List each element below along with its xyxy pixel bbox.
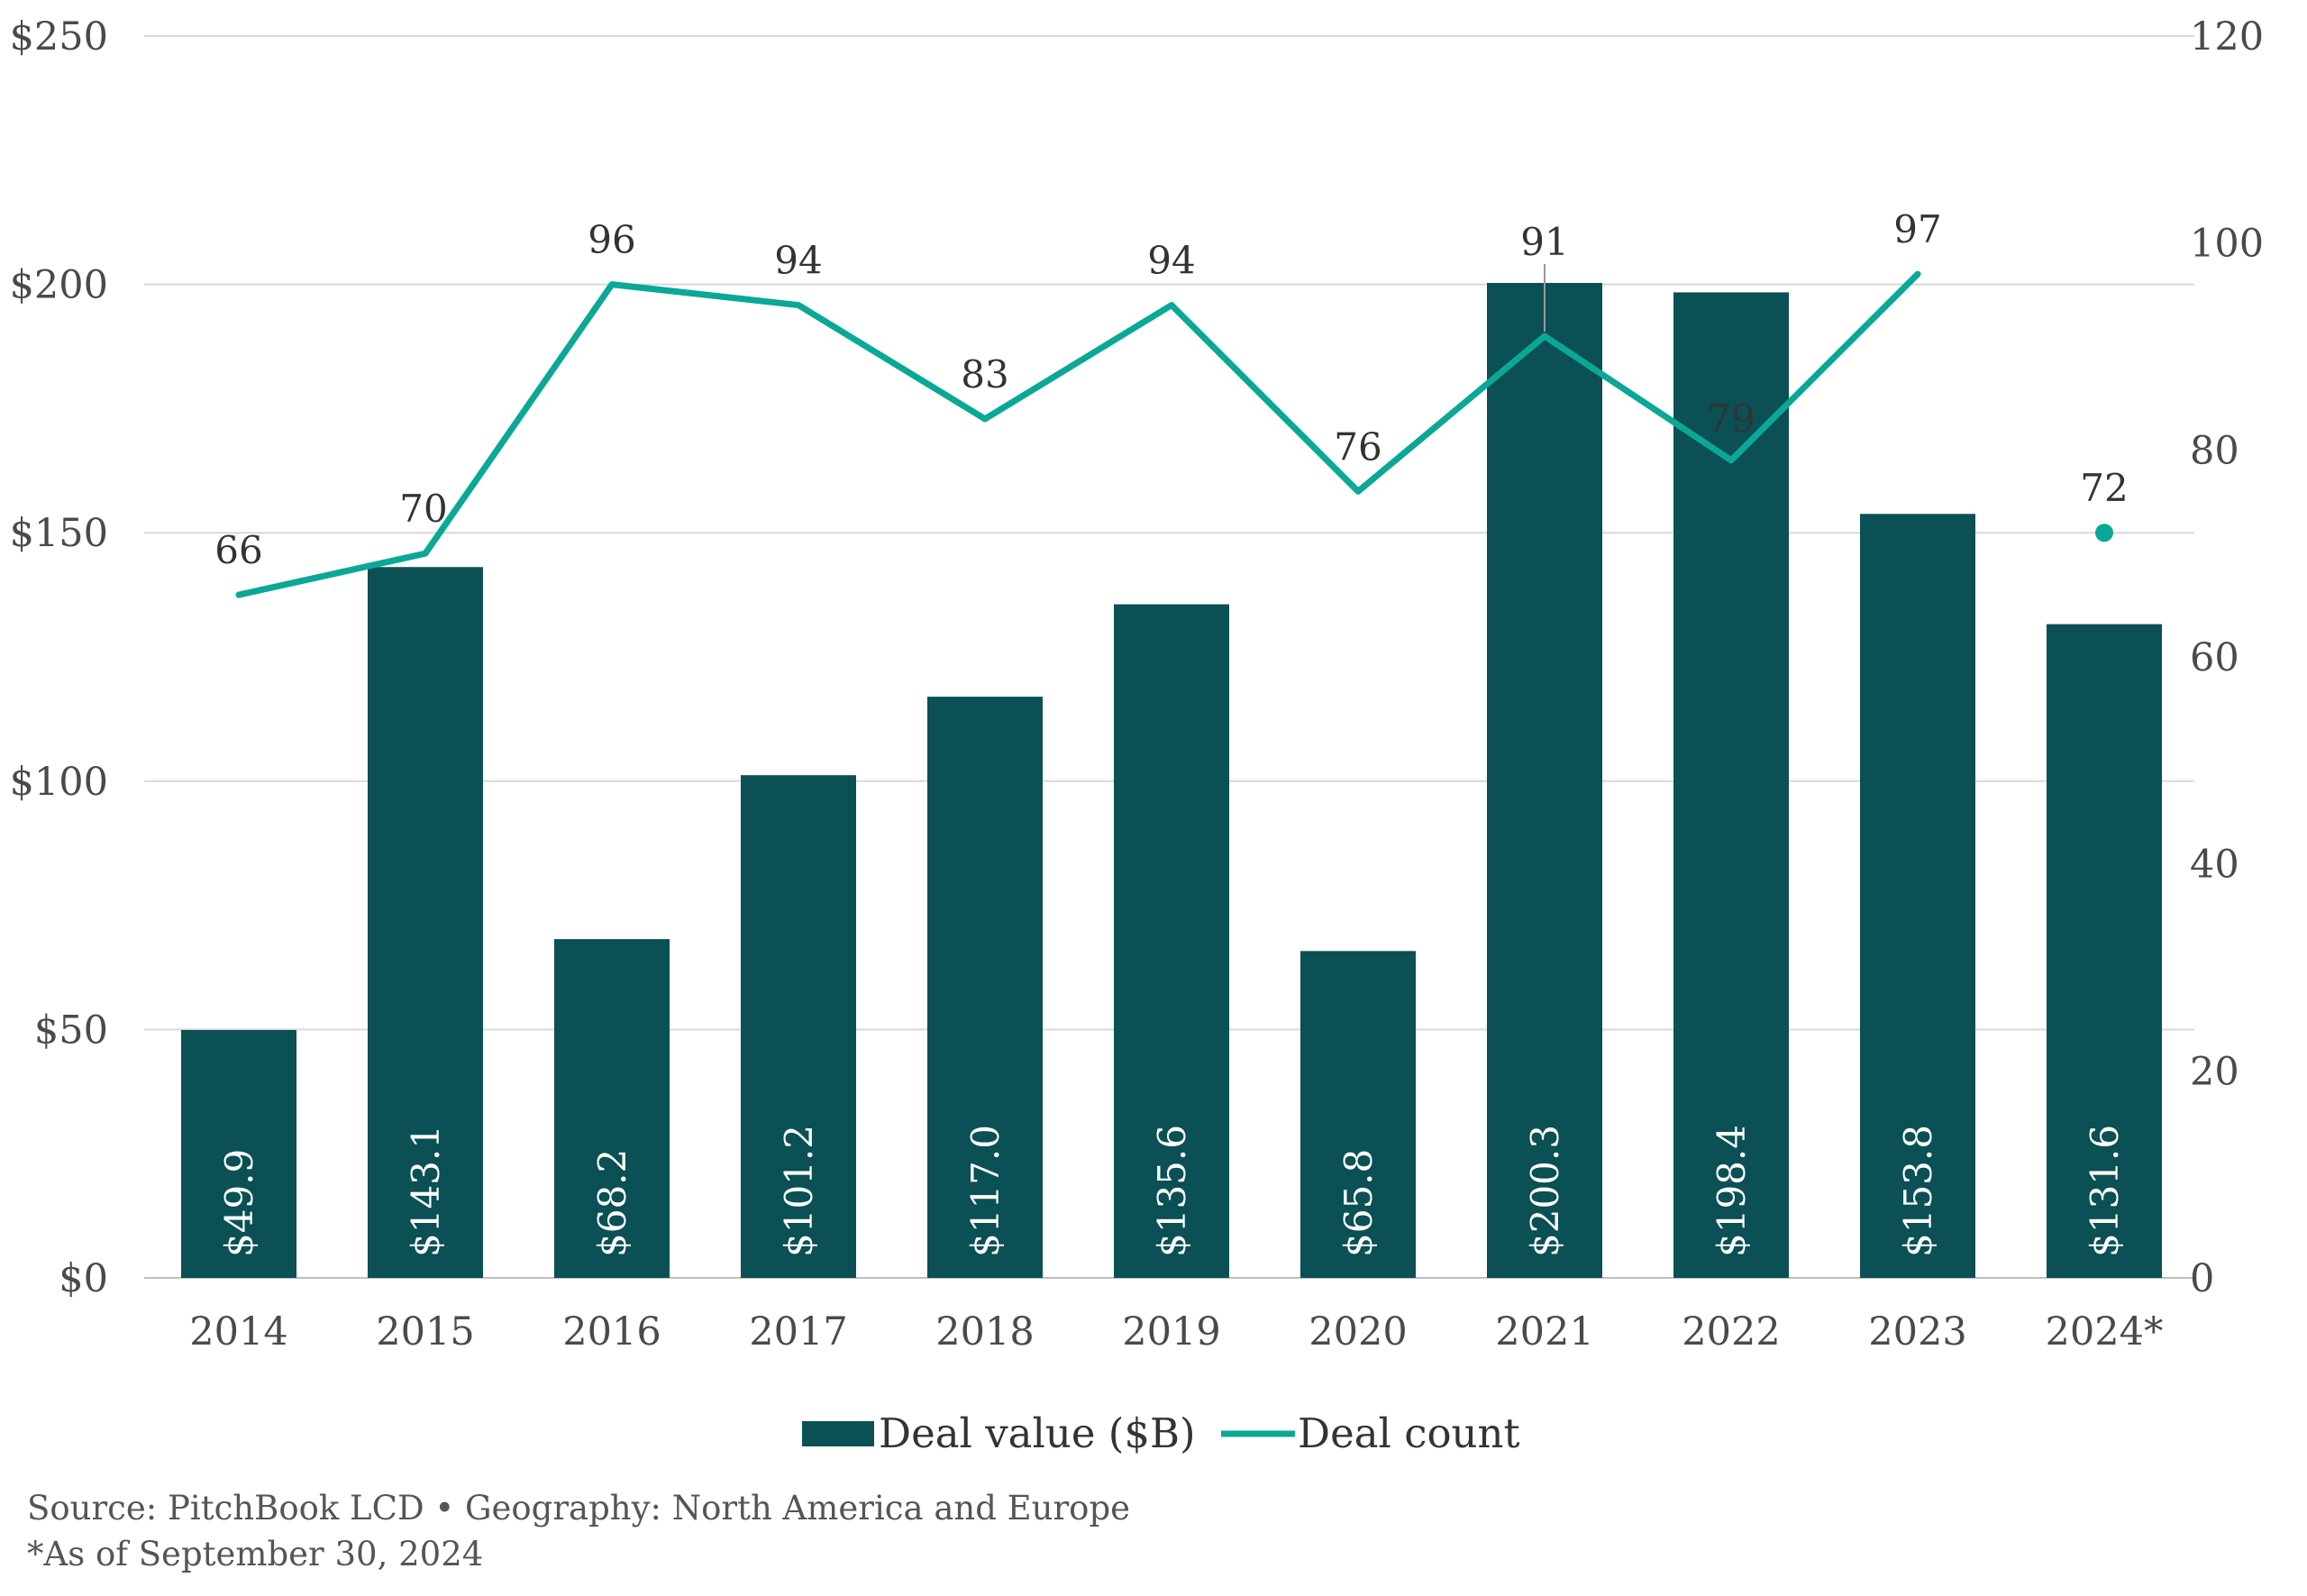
bar-2018: [927, 697, 1043, 1278]
deal-count-label: 94: [774, 239, 822, 283]
right-tick-label: 20: [2190, 1049, 2239, 1094]
right-tick-label: 0: [2190, 1256, 2214, 1301]
deal-count-label: 72: [2080, 466, 2128, 510]
bar-value-label: $131.6: [2083, 1125, 2127, 1257]
bar-value-label: $135.6: [1150, 1125, 1194, 1257]
right-tick-label: 80: [2190, 428, 2239, 473]
right-axis-ticks: 0 20 40 60 80 100 120: [2190, 14, 2264, 1301]
bar-value-label: $153.8: [1896, 1125, 1940, 1257]
bar-2021: [1487, 282, 1602, 1278]
deal-count-label: 70: [399, 487, 447, 531]
deal-count-label: 91: [1520, 220, 1568, 264]
left-tick-label: $0: [59, 1256, 108, 1301]
legend-line-label: Deal count: [1298, 1409, 1520, 1457]
left-tick-label: $250: [10, 14, 108, 59]
deal-count-polyline: [235, 270, 1921, 598]
x-tick-label: 2023: [1868, 1309, 1966, 1354]
deal-value-bars: $49.9 $143.1 $68.2 $101.2 $117.0 $135.6 $65.8 $…: [181, 282, 2162, 1278]
x-tick-label: 2019: [1122, 1309, 1220, 1354]
x-tick-label: 2018: [935, 1309, 1034, 1354]
deal-count-label: 83: [961, 352, 1008, 397]
bar-value-label: $198.4: [1710, 1125, 1754, 1257]
bar-2015: [368, 567, 483, 1278]
bar-2016: [554, 939, 670, 1278]
left-tick-label: $100: [10, 760, 108, 805]
deal-count-label: 97: [1893, 207, 1941, 251]
right-tick-label: 40: [2190, 843, 2239, 888]
bar-value-label: $143.1: [404, 1125, 448, 1257]
x-tick-label: 2014: [189, 1309, 287, 1354]
legend-bar-swatch: [802, 1421, 874, 1446]
deal-count-label: 96: [588, 218, 635, 262]
x-tick-label: 2020: [1309, 1309, 1407, 1354]
left-tick-label: $200: [10, 263, 108, 308]
deal-count-label: 66: [214, 528, 262, 572]
right-tick-label: 100: [2190, 222, 2264, 267]
x-tick-label: 2015: [376, 1309, 474, 1354]
bar-value-label: $117.0: [963, 1125, 1008, 1257]
bar-2019: [1114, 604, 1229, 1278]
bar-value-label: $65.8: [1336, 1149, 1381, 1257]
bar-value-label: $200.3: [1523, 1125, 1567, 1257]
right-tick-label: 120: [2190, 14, 2264, 59]
deal-count-label: 76: [1334, 424, 1381, 469]
x-tick-label: 2024*: [2046, 1309, 2164, 1354]
bar-value-label: $49.9: [217, 1149, 261, 1257]
legend: Deal value ($B) Deal count: [802, 1409, 1520, 1457]
bar-2020: [1300, 951, 1416, 1278]
source-note: Source: PitchBook LCD • Geography: North…: [27, 1489, 1131, 1528]
deal-count-line: 66 70 96 94 83 94 76 91 79 97 72: [214, 207, 2129, 598]
x-axis-ticks: 2014 2015 2016 2017 2018 2019 2020 2021 2022 2023…: [189, 1309, 2163, 1354]
x-tick-label: 2022: [1682, 1309, 1780, 1354]
x-tick-label: 2017: [749, 1309, 847, 1354]
bar-2017: [741, 775, 856, 1278]
deal-count-point-2024: [2095, 524, 2113, 543]
legend-bar-label: Deal value ($B): [879, 1409, 1196, 1457]
left-tick-label: $150: [10, 511, 108, 556]
deal-count-label: 94: [1147, 239, 1195, 283]
x-tick-label: 2021: [1495, 1309, 1593, 1354]
deal-count-label: 79: [1707, 397, 1755, 441]
bar-2024*: [2047, 624, 2162, 1278]
bar-value-label: $101.2: [777, 1125, 821, 1257]
right-tick-label: 60: [2190, 635, 2239, 680]
left-tick-label: $50: [34, 1008, 108, 1053]
as-of-note: *As of September 30, 2024: [27, 1535, 484, 1573]
bar-2023: [1860, 514, 1975, 1278]
x-tick-label: 2016: [562, 1309, 661, 1354]
left-axis-ticks: $0 $50 $100 $150 $200 $250: [10, 14, 108, 1301]
bar-2014: [181, 1029, 296, 1278]
bar-value-label: $68.2: [590, 1149, 634, 1257]
